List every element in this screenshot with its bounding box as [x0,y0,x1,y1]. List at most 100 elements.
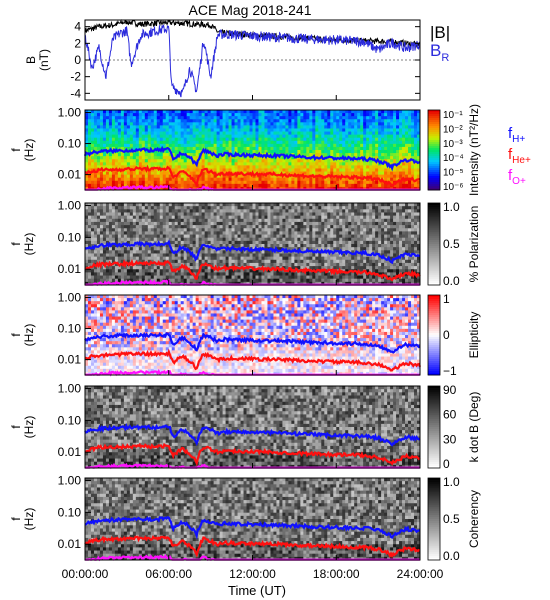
spectrogram-cell [99,140,104,145]
spectrogram-cell [387,116,391,120]
spectrogram-cell [243,203,247,207]
spectrogram-cell [225,156,229,160]
spectrogram-cell [120,237,125,242]
spectrogram-cell [87,128,92,132]
spectrogram-cell [132,278,137,283]
spectrogram-cell [387,153,391,157]
spectrogram-cell [279,165,283,169]
spectrogram-cell [201,162,206,166]
spectrogram-cell [219,253,223,258]
spectrogram-cell [99,269,104,273]
spectrogram-cell [201,134,206,139]
spectrogram-cell [303,162,307,166]
spectrogram-cell [282,259,286,264]
spectrogram-cell [369,162,373,166]
spectrogram-cell [180,168,185,172]
spectrogram-cell [306,234,310,239]
spectrogram-cell [168,269,173,273]
spectrogram-cell [96,203,101,207]
spectrogram-cell [108,165,113,169]
spectrogram-cell [207,110,212,114]
spectrogram-cell [156,140,161,145]
spectrogram-cell [393,128,397,132]
spectrogram-cell [360,165,364,169]
spectrogram-cell [111,253,116,258]
spectrogram-cell [117,237,122,242]
spectrogram-cell [363,140,367,145]
spectrogram-cell [270,278,274,283]
spectrogram-cell [228,174,232,179]
spectrogram-cell [117,218,122,223]
spectrogram-cell [201,228,206,232]
spectrogram-cell [195,125,200,129]
spectrogram-cell [231,225,235,229]
colorbar-cell [428,132,440,135]
spectrogram-cell [159,278,164,283]
spectrogram-cell [153,237,158,242]
spectrogram-cell [120,153,125,157]
spectrogram-cell [318,131,322,136]
spectrogram-cell [99,113,104,117]
spectrogram-cell [405,128,409,132]
spectrogram-cell [258,180,262,185]
spectrogram-cell [252,140,256,145]
spectrogram-cell [234,177,238,182]
spectrogram-cell [111,221,116,226]
spectrogram-cell [294,237,298,242]
spectrogram-cell [414,134,418,139]
spectrogram-cell [85,262,89,267]
spectrogram-cell [180,140,185,145]
spectrogram-cell [93,203,98,207]
spectrogram-cell [108,203,113,207]
spectrogram-cell [306,116,310,120]
spectrogram-cell [273,140,277,145]
spectrogram-cell [339,119,343,123]
spectrogram-cell [273,237,277,242]
spectrogram-cell [282,256,286,261]
spectrogram-cell [228,134,232,139]
spectrogram-cell [408,168,412,172]
spectrogram-cell [264,209,268,213]
spectrogram-cell [168,131,173,136]
spectrogram-cell [330,177,334,182]
spectrogram-cell [210,150,215,154]
spectrogram-cell [261,159,265,163]
panel-magnetic-field: 420-2-4 B (nT) |B| BR [24,18,450,101]
spectrogram-cell [258,253,262,258]
spectrogram-cell [96,131,101,136]
spectrogram-cell [276,225,280,229]
spectrogram-cell [387,119,391,123]
spectrogram-cell [177,128,182,132]
spectrogram-cell [198,240,203,245]
spectrogram-cell [90,110,95,114]
spectrogram-cell [147,209,152,213]
spectrogram-cell [249,183,253,188]
spectrogram-cell [126,250,131,254]
spectrogram-cell [135,269,140,273]
spectrogram-cell [270,212,274,217]
spectrogram-cell [258,278,262,283]
spectrogram-cell [111,209,116,213]
spectrogram-cell [309,162,313,166]
spectrogram-cell [141,143,146,148]
spectrogram-cell [270,259,274,264]
spectrogram-cell [192,212,197,217]
spectrogram-cell [282,165,286,169]
spectrogram-cell [138,281,143,286]
spectrogram-cell [357,119,361,123]
spectrogram-cell [381,125,385,129]
spectrogram-cell [93,159,98,163]
spectrogram-cell [261,231,265,235]
spectrogram-cell [213,212,218,217]
spectrogram-cell [171,150,176,154]
spectrogram-cell [318,165,322,169]
spectrogram-cell [321,153,325,157]
spectrogram-cell [240,128,244,132]
spectrogram-cell [189,275,194,280]
spectrogram-cell [138,259,143,264]
spectrogram-cell [195,143,200,148]
spectrogram-cell [237,215,241,220]
spectrogram-cell [303,259,307,264]
spectrogram-cell [285,221,289,226]
spectrogram-cell [150,171,155,176]
